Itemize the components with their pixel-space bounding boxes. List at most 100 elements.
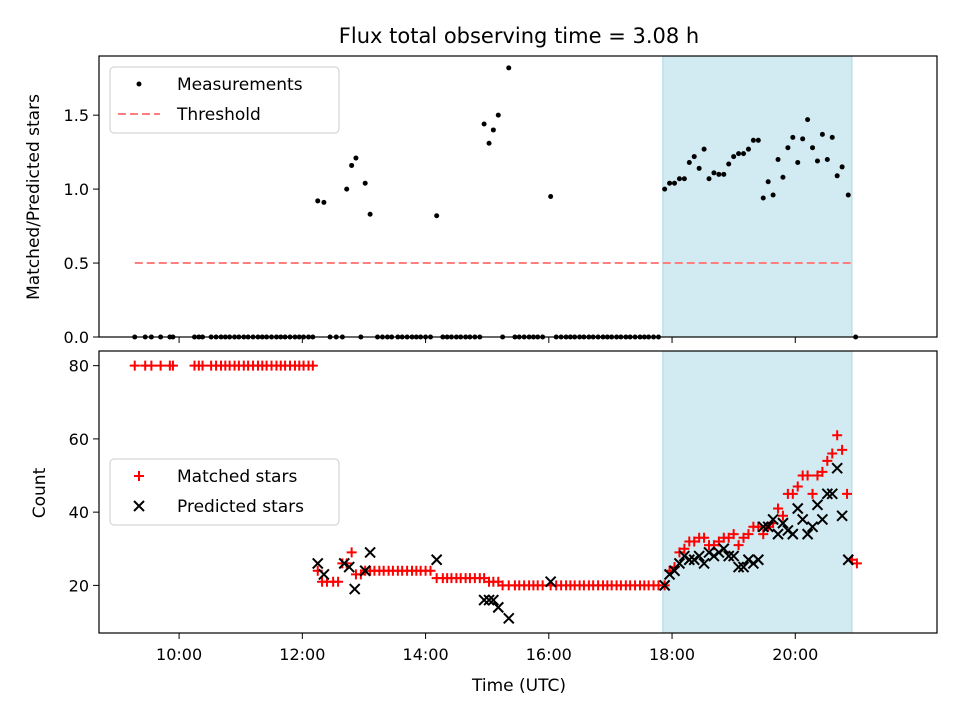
measurement-point xyxy=(344,186,350,192)
matched-star-point xyxy=(129,360,140,371)
matched-star-point xyxy=(197,360,208,371)
predicted-star-point xyxy=(349,583,361,595)
predicted-star-point xyxy=(359,565,371,577)
matched-star-point xyxy=(425,565,436,576)
measurement-point xyxy=(790,134,796,140)
legend-predicted-marker xyxy=(133,500,145,512)
measurement-point xyxy=(676,176,682,182)
matched-star-point xyxy=(753,521,764,532)
measurement-point xyxy=(834,173,840,179)
axes-frame xyxy=(98,55,938,338)
predicted-star-point xyxy=(836,510,848,522)
matched-star-point xyxy=(822,455,833,466)
predicted-star-point xyxy=(737,561,750,573)
predicted-star-point xyxy=(787,528,799,540)
predicted-star-point xyxy=(842,554,854,566)
matched-star-point xyxy=(802,470,813,481)
top-y-axis-label: Matched/Predicted stars xyxy=(24,94,44,300)
measurement-point xyxy=(780,174,786,180)
x-tick-label: 10:00 xyxy=(156,645,202,664)
measurement-point xyxy=(814,158,820,164)
matched-star-point xyxy=(307,360,318,371)
x-tick-label: 12:00 xyxy=(279,645,325,664)
measurement-point xyxy=(770,192,776,198)
legend-measurement-marker xyxy=(136,81,142,87)
predicted-star-point xyxy=(816,513,829,526)
x-tick-label: 14:00 xyxy=(403,645,449,664)
measurement-point xyxy=(667,180,673,186)
legend-label: Matched stars xyxy=(177,467,297,487)
measurement-point xyxy=(736,151,742,157)
x-tick-label: 16:00 xyxy=(526,645,572,664)
y-tick-label: 1.0 xyxy=(64,180,89,199)
measurement-point xyxy=(672,180,678,186)
x-axis-label: Time (UTC) xyxy=(471,676,566,696)
highlight-span xyxy=(662,55,853,338)
x-tick-label: 18:00 xyxy=(649,645,695,664)
top-plot-area: 0.0 0.5 1.0 1.5 Measurements Threshold xyxy=(64,55,938,347)
matched-star-point xyxy=(155,360,166,371)
matched-star-point xyxy=(733,540,744,551)
predicted-star-point xyxy=(492,601,504,614)
predicted-star-point xyxy=(831,462,843,474)
predicted-star-point xyxy=(312,557,324,570)
measurement-point xyxy=(845,192,851,198)
measurement-point xyxy=(367,211,373,217)
measurement-point xyxy=(800,136,806,142)
bottom-y-axis-label: Count xyxy=(30,467,50,518)
measurement-point xyxy=(315,198,321,204)
measurement-point xyxy=(548,194,554,199)
legend: Measurements Threshold xyxy=(109,66,340,134)
bottom-plot-panel: 10:00 12:00 14:00 16:00 18:00 20:00 20 40 60 80 Ma… xyxy=(30,350,938,696)
predicted-star-point xyxy=(683,554,696,566)
measurement-point xyxy=(755,137,761,143)
measurement-point xyxy=(321,199,327,205)
measurement-point xyxy=(681,176,687,182)
measurement-point xyxy=(760,195,766,201)
predicted-star-point xyxy=(772,528,784,540)
measurement-point xyxy=(716,171,722,177)
matched-star-point xyxy=(346,547,357,558)
y-tick-label: 60 xyxy=(69,430,89,449)
measurement-point xyxy=(686,159,692,165)
legend: Matched stars Predicted stars xyxy=(109,458,340,526)
measurement-point xyxy=(711,170,717,176)
predicted-star-point xyxy=(483,594,495,606)
predicted-star-point xyxy=(806,521,819,533)
y-tick-label: 0.5 xyxy=(64,254,89,273)
measurement-point xyxy=(696,165,702,171)
predicted-star-point xyxy=(503,612,515,625)
predicted-star-point xyxy=(318,568,330,581)
top-plot-panel: 0.0 0.5 1.0 1.5 Measurements Threshold Matche… xyxy=(24,55,938,347)
measurement-point xyxy=(691,154,697,160)
bottom-plot-area: 10:00 12:00 14:00 16:00 18:00 20:00 20 40 60 80 Ma… xyxy=(69,350,938,664)
legend-label: Measurements xyxy=(177,75,303,95)
measurement-point xyxy=(785,145,791,151)
measurement-point xyxy=(731,154,737,160)
measurement-point xyxy=(765,179,771,185)
matched-star-point xyxy=(679,543,690,554)
x-tick-label: 20:00 xyxy=(772,645,818,664)
measurement-point xyxy=(434,213,440,219)
predicted-star-point xyxy=(430,554,443,566)
predicted-star-point xyxy=(364,546,376,559)
predicted-star-point xyxy=(762,521,774,533)
matched-star-point xyxy=(792,481,803,492)
predicted-star-point xyxy=(668,565,681,577)
predicted-star-point xyxy=(718,543,730,555)
measurement-point xyxy=(495,112,501,118)
matched-star-point xyxy=(777,510,788,521)
predicted-star-point xyxy=(752,554,765,566)
y-tick-label: 1.5 xyxy=(64,106,89,125)
measurement-point xyxy=(839,164,845,170)
predicted-star-point xyxy=(777,517,789,529)
predicted-star-point xyxy=(727,550,740,562)
measurement-point xyxy=(810,145,816,151)
matched-star-point xyxy=(699,532,710,543)
measurement-point xyxy=(701,146,707,152)
matched-star-point xyxy=(167,360,178,371)
predicted-star-point xyxy=(673,557,686,570)
predicted-star-point xyxy=(343,561,355,573)
predicted-star-point xyxy=(544,576,557,588)
